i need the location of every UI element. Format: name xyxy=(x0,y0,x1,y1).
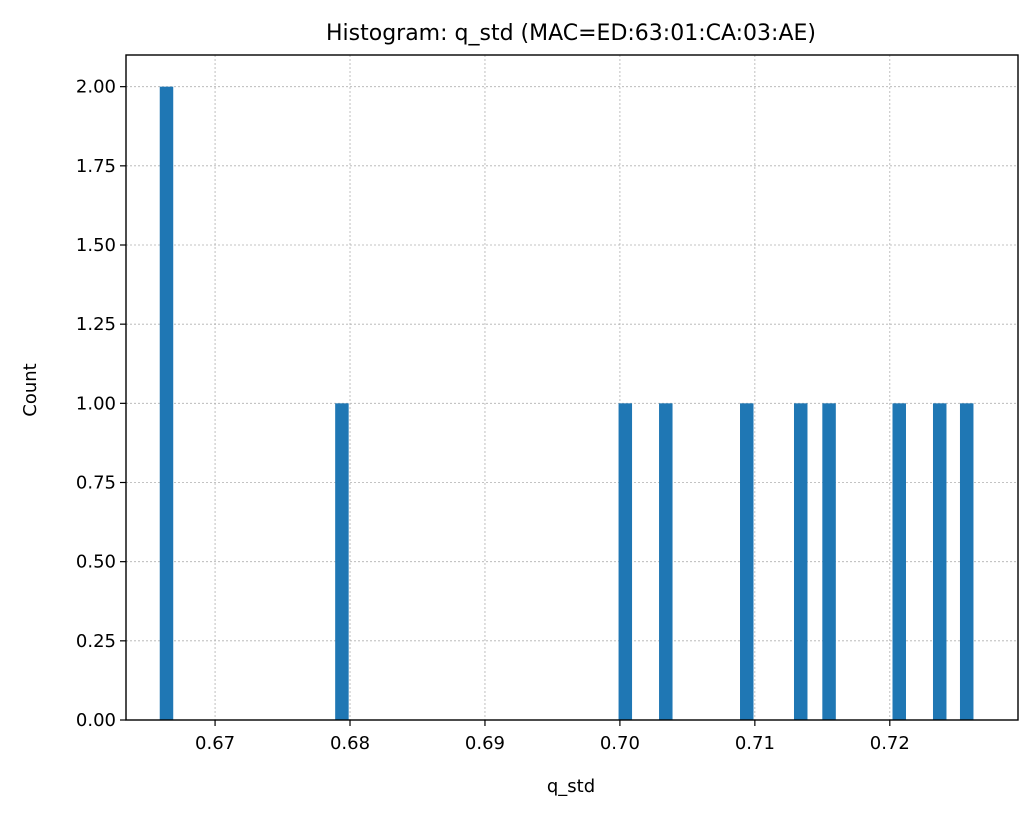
y-tick-label: 0.00 xyxy=(76,710,116,731)
histogram-bar xyxy=(659,403,673,720)
ticks-layer: 0.67 0.68 0.69 0.70 0.71 0.72 0.00 0.25 0.50 0.75… xyxy=(76,77,910,754)
histogram-bar xyxy=(793,403,808,720)
y-tick-label: 0.50 xyxy=(76,552,116,573)
histogram-bar xyxy=(335,403,349,720)
histogram-bar xyxy=(932,403,947,720)
x-tick-label: 0.70 xyxy=(600,733,640,754)
histogram-bar xyxy=(740,403,754,720)
histogram-bar xyxy=(159,86,174,720)
histogram-bar xyxy=(822,403,836,720)
x-tick-label: 0.67 xyxy=(195,733,235,754)
histogram-bar xyxy=(618,403,633,720)
y-tick-label: 1.25 xyxy=(76,314,116,335)
y-tick-label: 0.75 xyxy=(76,473,116,494)
x-tick-label: 0.68 xyxy=(330,733,370,754)
x-tick-label: 0.69 xyxy=(465,733,505,754)
y-tick-label: 2.00 xyxy=(76,77,116,98)
x-tick-label: 0.72 xyxy=(870,733,910,754)
histogram-bar xyxy=(959,403,974,720)
histogram-bar xyxy=(892,403,906,720)
x-axis-label: q_std xyxy=(547,776,595,797)
y-tick-label: 0.25 xyxy=(76,631,116,652)
y-tick-label: 1.75 xyxy=(76,156,116,177)
y-tick-label: 1.00 xyxy=(76,393,116,414)
bars-layer xyxy=(159,86,974,720)
y-tick-label: 1.50 xyxy=(76,235,116,256)
grid-layer xyxy=(126,55,1018,721)
x-tick-label: 0.71 xyxy=(735,733,775,754)
y-axis-label: Count xyxy=(20,363,41,416)
plot-frame xyxy=(125,54,1019,721)
chart-title: Histogram: q_std (MAC=ED:63:01:CA:03:AE) xyxy=(326,21,816,46)
